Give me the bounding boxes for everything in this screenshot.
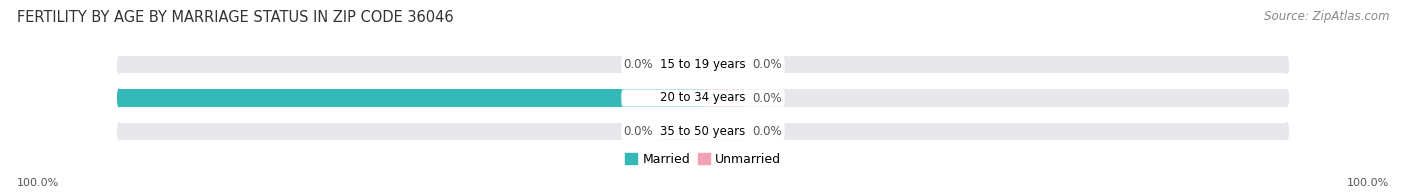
Bar bbox=[120, 89, 703, 107]
FancyBboxPatch shape bbox=[621, 89, 785, 107]
Text: 100.0%: 100.0% bbox=[1347, 178, 1389, 188]
Circle shape bbox=[118, 123, 121, 140]
Bar bbox=[703, 89, 1286, 107]
Circle shape bbox=[118, 89, 121, 107]
Text: 0.0%: 0.0% bbox=[752, 58, 782, 71]
Circle shape bbox=[1285, 123, 1288, 140]
Bar bbox=[703, 123, 744, 140]
Text: FERTILITY BY AGE BY MARRIAGE STATUS IN ZIP CODE 36046: FERTILITY BY AGE BY MARRIAGE STATUS IN Z… bbox=[17, 10, 454, 25]
Text: 0.0%: 0.0% bbox=[624, 58, 654, 71]
Text: 100.0%: 100.0% bbox=[673, 92, 718, 104]
Text: 15 to 19 years: 15 to 19 years bbox=[661, 58, 745, 71]
Text: Source: ZipAtlas.com: Source: ZipAtlas.com bbox=[1264, 10, 1389, 23]
Circle shape bbox=[1285, 56, 1288, 73]
FancyBboxPatch shape bbox=[621, 56, 785, 73]
Bar bbox=[120, 89, 703, 107]
Bar bbox=[120, 56, 703, 73]
Text: 35 to 50 years: 35 to 50 years bbox=[661, 125, 745, 138]
Bar bbox=[703, 123, 1286, 140]
Bar bbox=[662, 56, 703, 73]
Bar bbox=[703, 89, 744, 107]
Text: 0.0%: 0.0% bbox=[624, 125, 654, 138]
Text: 20 to 34 years: 20 to 34 years bbox=[661, 92, 745, 104]
Bar bbox=[662, 123, 703, 140]
Bar bbox=[703, 56, 744, 73]
Text: 100.0%: 100.0% bbox=[17, 178, 59, 188]
FancyBboxPatch shape bbox=[621, 123, 785, 140]
Legend: Married, Unmarried: Married, Unmarried bbox=[620, 148, 786, 171]
Bar bbox=[662, 89, 703, 107]
Bar bbox=[120, 123, 703, 140]
Text: 0.0%: 0.0% bbox=[752, 125, 782, 138]
Circle shape bbox=[118, 89, 121, 107]
Bar bbox=[703, 56, 1286, 73]
Circle shape bbox=[118, 56, 121, 73]
Circle shape bbox=[1285, 89, 1288, 107]
Text: 0.0%: 0.0% bbox=[752, 92, 782, 104]
